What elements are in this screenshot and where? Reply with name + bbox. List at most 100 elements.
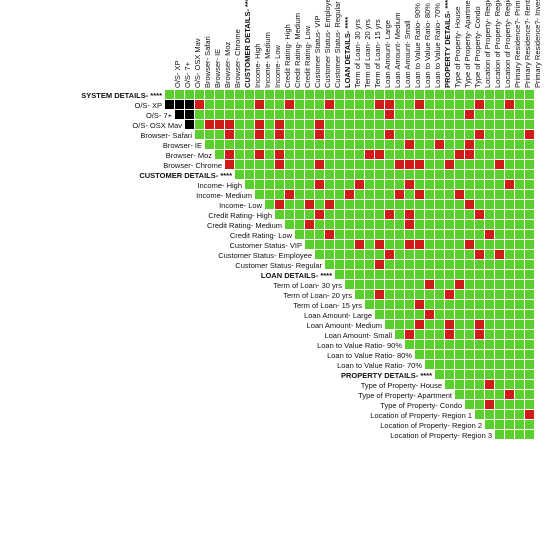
matrix-cell — [265, 140, 274, 149]
matrix-cell — [515, 150, 524, 159]
matrix-cell — [445, 300, 454, 309]
matrix-cell — [305, 150, 314, 159]
matrix-cell — [515, 260, 524, 269]
matrix-cell — [385, 190, 394, 199]
matrix-cell — [305, 180, 314, 189]
matrix-cell — [505, 160, 514, 169]
matrix-cell — [405, 200, 414, 209]
matrix-cell — [255, 160, 264, 169]
col-label: Type of Property- Apartment — [463, 0, 472, 88]
col-label: Primary Residence?- Primary — [513, 0, 522, 88]
col-label: Loan to Value Ratio- 70% — [433, 3, 442, 88]
matrix-cell — [485, 420, 494, 429]
row-label: Browser- Chrome — [0, 161, 222, 170]
col-label: Income- High — [253, 43, 262, 88]
matrix-cell — [485, 380, 494, 389]
matrix-cell — [465, 220, 474, 229]
matrix-cell — [265, 200, 274, 209]
col-label: O/S- OSX Mav — [193, 38, 202, 88]
matrix-cell — [205, 110, 214, 119]
matrix-cell — [305, 190, 314, 199]
matrix-cell — [385, 140, 394, 149]
matrix-cell — [355, 170, 364, 179]
matrix-cell — [375, 170, 384, 179]
matrix-cell — [465, 200, 474, 209]
matrix-cell — [515, 290, 524, 299]
col-label: Primary Residence?- Rental — [523, 0, 532, 88]
matrix-cell — [285, 100, 294, 109]
matrix-cell — [385, 220, 394, 229]
matrix-cell — [275, 180, 284, 189]
matrix-cell — [375, 280, 384, 289]
col-label: Primary Residence?- Investment — [533, 0, 542, 88]
matrix-cell — [505, 230, 514, 239]
matrix-cell — [485, 350, 494, 359]
matrix-cell — [515, 330, 524, 339]
matrix-cell — [455, 250, 464, 259]
matrix-cell — [495, 130, 504, 139]
matrix-cell — [505, 170, 514, 179]
matrix-cell — [465, 150, 474, 159]
matrix-cell — [425, 260, 434, 269]
matrix-cell — [245, 130, 254, 139]
matrix-cell — [465, 160, 474, 169]
matrix-cell — [195, 130, 204, 139]
matrix-cell — [365, 110, 374, 119]
matrix-cell — [265, 190, 274, 199]
matrix-cell — [375, 210, 384, 219]
matrix-cell — [425, 120, 434, 129]
matrix-cell — [455, 370, 464, 379]
matrix-cell — [435, 220, 444, 229]
matrix-cell — [195, 110, 204, 119]
matrix-cell — [525, 130, 534, 139]
matrix-cell — [525, 240, 534, 249]
matrix-cell — [355, 180, 364, 189]
matrix-cell — [365, 220, 374, 229]
matrix-cell — [405, 160, 414, 169]
matrix-cell — [505, 90, 514, 99]
matrix-cell — [495, 330, 504, 339]
matrix-cell — [315, 250, 324, 259]
matrix-cell — [455, 300, 464, 309]
matrix-cell — [455, 380, 464, 389]
matrix-cell — [455, 170, 464, 179]
matrix-cell — [255, 100, 264, 109]
matrix-cell — [495, 370, 504, 379]
matrix-cell — [275, 120, 284, 129]
matrix-cell — [385, 200, 394, 209]
matrix-cell — [375, 240, 384, 249]
matrix-cell — [525, 370, 534, 379]
matrix-cell — [425, 230, 434, 239]
matrix-cell — [515, 390, 524, 399]
matrix-cell — [315, 100, 324, 109]
row-label: Term of Loan- 15 yrs — [0, 301, 362, 310]
matrix-cell — [515, 250, 524, 259]
matrix-cell — [335, 230, 344, 239]
matrix-cell — [335, 120, 344, 129]
matrix-cell — [415, 230, 424, 239]
matrix-cell — [485, 290, 494, 299]
matrix-cell — [395, 180, 404, 189]
matrix-cell — [205, 130, 214, 139]
matrix-cell — [485, 390, 494, 399]
matrix-cell — [425, 270, 434, 279]
matrix-cell — [395, 140, 404, 149]
matrix-cell — [435, 210, 444, 219]
matrix-cell — [505, 270, 514, 279]
matrix-cell — [275, 200, 284, 209]
matrix-cell — [385, 320, 394, 329]
matrix-cell — [475, 240, 484, 249]
matrix-cell — [495, 290, 504, 299]
row-label: Loan Amount- Large — [0, 311, 372, 320]
matrix-cell — [405, 300, 414, 309]
matrix-cell — [355, 150, 364, 159]
matrix-cell — [255, 150, 264, 159]
matrix-cell — [475, 170, 484, 179]
matrix-cell — [435, 330, 444, 339]
matrix-cell — [415, 300, 424, 309]
matrix-cell — [525, 290, 534, 299]
matrix-cell — [505, 330, 514, 339]
matrix-cell — [335, 160, 344, 169]
matrix-cell — [425, 110, 434, 119]
matrix-cell — [475, 360, 484, 369]
